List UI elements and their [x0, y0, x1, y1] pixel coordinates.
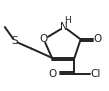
- Text: Cl: Cl: [91, 69, 101, 79]
- Text: N: N: [60, 22, 68, 32]
- Text: O: O: [39, 34, 47, 44]
- Text: H: H: [64, 16, 71, 25]
- Text: O: O: [93, 34, 102, 44]
- Text: O: O: [49, 69, 57, 79]
- Text: S: S: [12, 36, 18, 46]
